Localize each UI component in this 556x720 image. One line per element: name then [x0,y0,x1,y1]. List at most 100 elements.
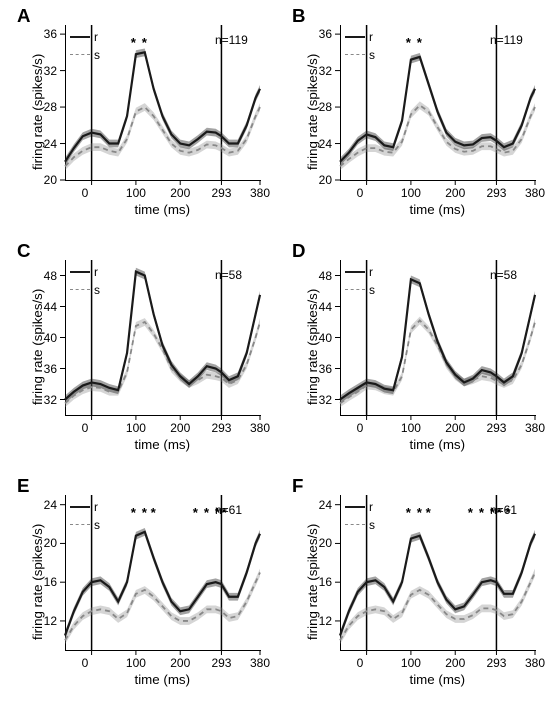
figure: A20242832360100200293380**n=119rsfiring … [0,0,556,720]
significance-marker: * [468,505,473,520]
xtick-label: 380 [525,186,545,200]
ytick-label: 48 [319,269,332,283]
xtick-label: 0 [357,186,364,200]
significance-marker: * [417,505,422,520]
xtick-label: 0 [357,421,364,435]
significance-marker: * [151,505,156,520]
ytick-label: 28 [319,100,332,114]
ytick-label: 16 [44,575,57,589]
significance-marker: * [142,35,147,50]
ytick-label: 32 [44,393,57,407]
ytick-label: 20 [319,173,332,187]
ytick-label: 32 [319,393,332,407]
xtick-label: 100 [126,656,146,670]
xtick-label: 380 [525,656,545,670]
ytick-label: 24 [319,137,332,151]
legend-s-label: s [369,48,375,62]
y-axis-label: firing rate (spikes/s) [30,54,45,170]
xtick-label: 293 [211,421,231,435]
ytick-label: 36 [44,27,57,41]
y-axis-label: firing rate (spikes/s) [30,524,45,640]
legend: rs [345,498,375,534]
xtick-label: 293 [211,656,231,670]
ytick-label: 20 [44,173,57,187]
ytick-label: 32 [44,64,57,78]
legend-r-label: r [94,265,98,279]
xtick-label: 293 [486,186,506,200]
x-axis-label: time (ms) [135,437,191,452]
legend: rs [345,263,375,299]
legend-s-label: s [369,283,375,297]
xtick-label: 200 [170,421,190,435]
y-axis-label: firing rate (spikes/s) [30,289,45,405]
xtick-label: 380 [525,421,545,435]
legend-s-label: s [94,48,100,62]
significance-marker: * [204,505,209,520]
xtick-label: 200 [445,186,465,200]
xtick-label: 293 [211,186,231,200]
legend-r-label: r [369,265,373,279]
xtick-label: 200 [445,656,465,670]
n-label: n=119 [490,33,523,47]
ytick-label: 48 [44,269,57,283]
significance-marker: * [142,505,147,520]
x-axis-label: time (ms) [135,202,191,217]
x-axis-label: time (ms) [410,672,466,687]
panel-label: F [292,475,303,497]
ytick-label: 40 [44,331,57,345]
ytick-label: 12 [44,614,57,628]
legend: rs [70,28,100,64]
xtick-label: 100 [401,656,421,670]
legend: rs [70,263,100,299]
xtick-label: 0 [82,421,89,435]
xtick-label: 100 [126,421,146,435]
xtick-label: 100 [401,421,421,435]
panel-label: E [17,475,29,497]
panel-label: C [17,240,30,262]
ytick-label: 20 [319,536,332,550]
xtick-label: 380 [250,186,270,200]
legend-r-label: r [94,30,98,44]
ytick-label: 44 [44,300,57,314]
ytick-label: 36 [44,362,57,376]
legend-s-label: s [94,283,100,297]
n-label: n=58 [215,268,242,282]
series-s-line [340,320,535,403]
legend-s-label: s [94,518,100,532]
ytick-label: 24 [44,498,57,512]
ytick-label: 28 [44,100,57,114]
xtick-label: 293 [486,421,506,435]
significance-marker: * [406,505,411,520]
panel-label: D [292,240,305,262]
ytick-label: 32 [319,64,332,78]
y-axis-label: firing rate (spikes/s) [305,524,320,640]
panel-label: B [292,5,305,27]
ytick-label: 40 [319,331,332,345]
x-axis-label: time (ms) [135,672,191,687]
xtick-label: 0 [357,656,364,670]
legend: rs [70,498,100,534]
xtick-label: 0 [82,186,89,200]
legend-r-label: r [94,500,98,514]
series-s-shade [65,318,260,407]
xtick-label: 200 [170,656,190,670]
significance-marker: * [417,35,422,50]
panel-label: A [17,5,30,27]
ytick-label: 20 [44,536,57,550]
significance-marker: * [479,505,484,520]
legend-s-label: s [369,518,375,532]
xtick-label: 200 [445,421,465,435]
y-axis-label: firing rate (spikes/s) [305,54,320,170]
n-label: n=61 [215,503,242,517]
legend-r-label: r [369,30,373,44]
ytick-label: 24 [44,137,57,151]
significance-marker: * [131,35,136,50]
xtick-label: 200 [170,186,190,200]
n-label: n=119 [215,33,248,47]
n-label: n=58 [490,268,517,282]
xtick-label: 0 [82,656,89,670]
y-axis-label: firing rate (spikes/s) [305,289,320,405]
ytick-label: 36 [319,362,332,376]
n-label: n=61 [490,503,517,517]
legend-r-label: r [369,500,373,514]
